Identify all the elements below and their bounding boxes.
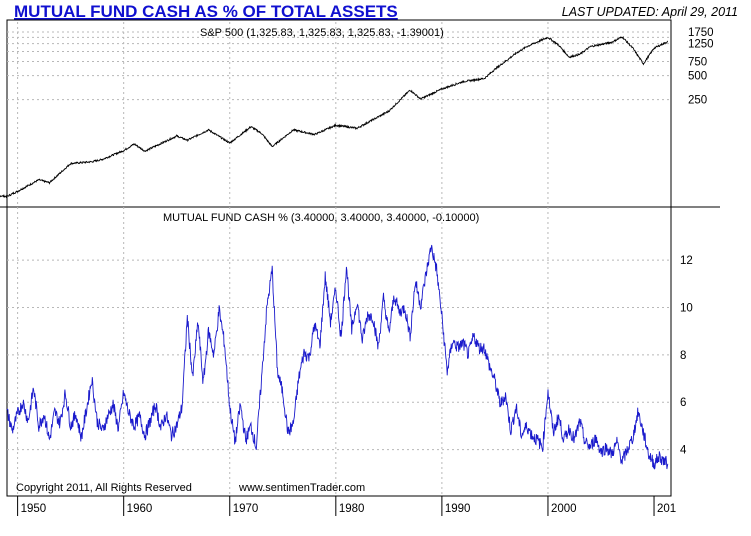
x-tick-label: 1970 bbox=[233, 503, 259, 515]
x-tick-label: 1990 bbox=[445, 503, 471, 515]
last-updated-label: LAST UPDATED: April 29, 2011 bbox=[562, 5, 738, 19]
cash-tick-label: 6 bbox=[680, 397, 686, 409]
cash-series-label: MUTUAL FUND CASH % (3.40000, 3.40000, 3.… bbox=[163, 212, 479, 224]
x-tick-label: 2000 bbox=[551, 503, 577, 515]
sp500-tick-label: 500 bbox=[688, 71, 707, 83]
sp500-line bbox=[0, 35, 669, 199]
chart-title: MUTUAL FUND CASH AS % OF TOTAL ASSETS bbox=[14, 2, 398, 21]
x-tick-label: 1960 bbox=[127, 503, 153, 515]
x-tick-label: 1980 bbox=[339, 503, 365, 515]
grid-layer bbox=[7, 22, 671, 494]
sp500-tick-label: 1750 bbox=[688, 27, 714, 39]
cash-tick-label: 12 bbox=[680, 255, 693, 267]
x-axis: 1950 1960 1970 1980 1990 2000 201 bbox=[17, 496, 676, 516]
plot-frame bbox=[6, 19, 672, 497]
cash-tick-label: 10 bbox=[680, 303, 693, 315]
sp500-tick-label: 1250 bbox=[688, 39, 714, 51]
x-tick-label: 1950 bbox=[21, 503, 47, 515]
cash-panel: MUTUAL FUND CASH % (3.40000, 3.40000, 3.… bbox=[6, 212, 693, 470]
sp500-tick-label: 250 bbox=[688, 95, 707, 107]
sp500-tick-label: 750 bbox=[688, 56, 707, 68]
sp500-series-label: S&P 500 (1,325.83, 1,325.83, 1,325.83, -… bbox=[200, 27, 444, 39]
sp500-panel: S&P 500 (1,325.83, 1,325.83, 1,325.83, -… bbox=[0, 27, 714, 199]
copyright-label: Copyright 2011, All Rights Reserved bbox=[16, 482, 192, 494]
x-tick-label: 201 bbox=[657, 503, 676, 515]
cash-tick-label: 8 bbox=[680, 350, 686, 362]
website-label: www.sentimenTrader.com bbox=[238, 482, 365, 494]
cash-tick-label: 4 bbox=[680, 445, 687, 457]
cash-pct-line bbox=[6, 244, 669, 470]
